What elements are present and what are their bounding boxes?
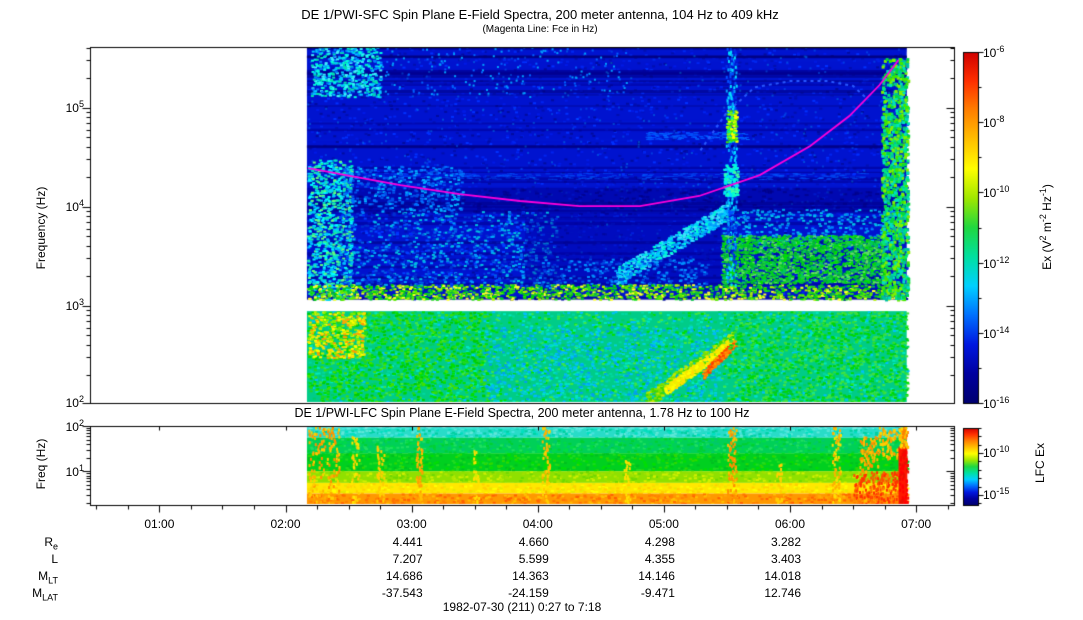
sfc-cbar-tick-10e-8: 10-8: [983, 114, 1005, 131]
sfc-cbar-tick-10e-14: 10-14: [983, 324, 1010, 341]
ephem-value: 3.282: [770, 535, 802, 549]
date-range-label: 1982-07-30 (211) 0:27 to 7:18: [442, 600, 602, 614]
sfc-ytick-10e2: 102: [65, 394, 84, 410]
sfc-cbar-tick-10e-10: 10-10: [983, 184, 1010, 201]
xtick-label-0400: 04:00: [522, 517, 553, 531]
sfc-cbar-tick-10e-6: 10-6: [983, 44, 1005, 60]
sfc-title: DE 1/PWI-SFC Spin Plane E-Field Spectra,…: [301, 7, 779, 22]
ephem-value: -24.159: [508, 586, 549, 600]
xtick-label-0600: 06:00: [775, 517, 806, 531]
sfc-ytick-10e4: 104: [65, 197, 84, 214]
xtick-label-0300: 03:00: [396, 517, 427, 531]
sfc-cbar-tick-10e-16: 10-16: [983, 395, 1010, 411]
xtick-label-0100: 01:00: [144, 517, 175, 531]
ephem-value: -37.543: [381, 586, 423, 600]
sfc-ytick-10e3: 103: [65, 296, 84, 313]
xtick-label-0700: 07:00: [901, 517, 932, 531]
ephem-value: 14.363: [512, 569, 549, 583]
sfc-subtitle: (Magenta Line: Fce in Hz): [482, 24, 598, 35]
ephem-value: 3.403: [770, 552, 802, 566]
ephem-value: 14.018: [764, 569, 802, 583]
lfc-title: DE 1/PWI-LFC Spin Plane E-Field Spectra,…: [294, 406, 750, 420]
xtick-label-0200: 02:00: [270, 517, 301, 531]
ephem-row-label-mlt: MLT: [38, 569, 58, 586]
ephem-row-label-re: Re: [44, 535, 58, 552]
lfc-colorbar-label: LFC Ex: [1033, 442, 1047, 484]
ephem-value: 7.207: [392, 552, 423, 566]
lfc-ytick-10e2: 102: [65, 418, 84, 434]
ephem-value: 14.146: [638, 569, 675, 583]
sfc-colorbar-label: Ex (V2 m-2 Hz-1): [1038, 184, 1054, 270]
ephem-value: 4.298: [644, 535, 675, 549]
sfc-ytick-10e5: 105: [65, 98, 84, 115]
ephem-value: -9.471: [640, 586, 675, 600]
lfc-ytick-10e1: 101: [65, 463, 84, 480]
sfc-cbar-tick-10e-12: 10-12: [983, 254, 1010, 271]
lfc-cbar-tick-10e-10: 10-10: [983, 444, 1010, 460]
ephem-value: 4.660: [518, 535, 549, 549]
ephem-row-label-mlat: MLAT: [32, 586, 58, 603]
ephem-value: 4.355: [644, 552, 675, 566]
xtick-label-0500: 05:00: [648, 517, 679, 531]
ephem-row-label-l: L: [51, 552, 58, 566]
ephem-value: 12.746: [764, 586, 802, 600]
lfc-cbar-tick-10e-15: 10-15: [983, 486, 1010, 502]
ephem-value: 4.441: [392, 535, 423, 549]
ephem-value: 14.686: [385, 569, 423, 583]
ephem-value: 5.599: [518, 552, 549, 566]
